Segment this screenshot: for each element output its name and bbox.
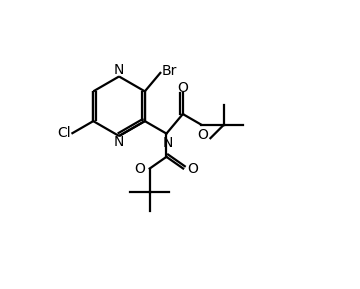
Text: O: O bbox=[197, 128, 208, 142]
Text: O: O bbox=[188, 162, 198, 175]
Text: N: N bbox=[163, 136, 173, 150]
Text: N: N bbox=[114, 63, 124, 77]
Text: Br: Br bbox=[162, 64, 177, 78]
Text: O: O bbox=[177, 81, 188, 95]
Text: Cl: Cl bbox=[57, 126, 71, 140]
Text: O: O bbox=[135, 162, 145, 175]
Text: N: N bbox=[114, 135, 124, 149]
